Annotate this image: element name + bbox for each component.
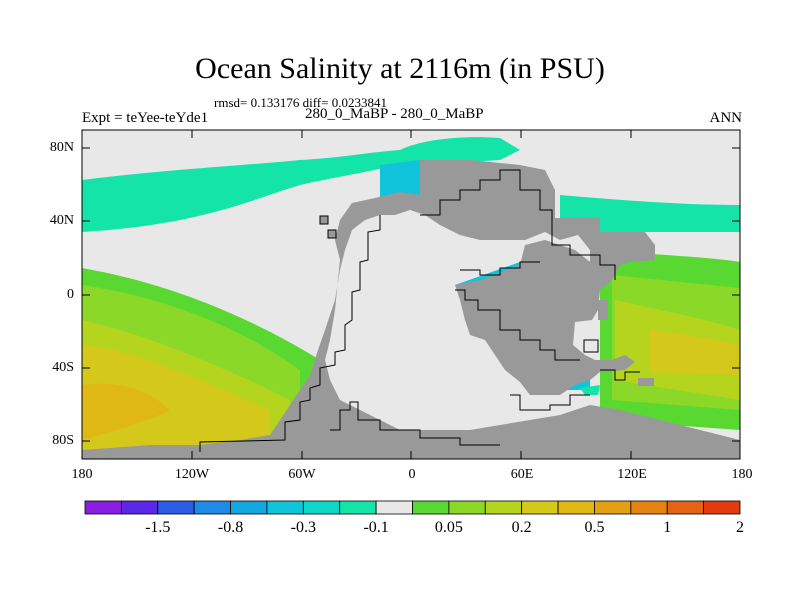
axis-ticks — [81, 130, 741, 459]
lat-tick-80s: 80S — [52, 433, 74, 448]
experiment-label: Expt = teYee-teYde1 — [82, 110, 209, 126]
lon-tick-180e: 180 — [731, 467, 753, 482]
land-island-3 — [598, 300, 608, 320]
coastline-west — [199, 215, 381, 452]
colorbar-swatch — [230, 500, 268, 515]
land-island-4 — [638, 378, 654, 386]
region-teal-northeast — [560, 195, 740, 232]
lon-tick-60e: 60E — [510, 467, 534, 482]
colorbar-label: 2 — [736, 519, 744, 536]
colorbar-swatch — [412, 500, 450, 515]
colorbar-label: 1 — [663, 519, 672, 536]
colorbar-swatch — [193, 500, 231, 515]
lat-tick-0: 0 — [67, 287, 74, 302]
land-island-1 — [320, 216, 328, 224]
region-teal-south — [580, 385, 600, 395]
coastline-east-islands — [600, 369, 640, 381]
region-teal-north-2 — [400, 137, 520, 165]
coastline-central-north — [460, 261, 540, 276]
period-label: 280_0_MaBP - 280_0_MaBP — [305, 106, 484, 122]
lat-tick-80n: 80N — [49, 140, 74, 155]
colorbar-swatch — [302, 500, 341, 515]
lon-tick-0: 0 — [408, 467, 416, 482]
region-teal-north — [82, 150, 420, 232]
lon-tick-120e: 120E — [617, 467, 647, 482]
coastline-southeast — [510, 394, 590, 411]
colorbar-swatch — [594, 500, 632, 515]
lat-tick-40n: 40N — [49, 213, 74, 228]
coastline-south — [330, 401, 500, 446]
lon-tick-60w: 60W — [288, 467, 316, 482]
region-gold-south — [82, 383, 170, 440]
season-label: ANN — [709, 110, 743, 126]
region-yellow-east — [650, 330, 740, 375]
colorbar-swatch — [557, 500, 595, 515]
colorbar-label: -0.1 — [363, 519, 389, 536]
coastline-island — [583, 339, 599, 353]
coastline-central-south — [455, 289, 580, 361]
coastline-north — [420, 169, 616, 280]
lat-tick-40s: 40S — [52, 360, 74, 375]
colorbar-label: -1.5 — [145, 519, 171, 536]
colorbar-swatch — [630, 500, 668, 515]
land-supercontinent — [82, 160, 740, 459]
colorbar-swatch — [703, 500, 741, 515]
lon-tick-180w: 180 — [71, 467, 93, 482]
map-field — [82, 130, 740, 459]
colorbar-swatch — [157, 500, 195, 515]
colorbar-swatch — [521, 500, 559, 515]
region-yellow-south — [82, 345, 270, 459]
lon-tick-120w: 120W — [174, 467, 210, 482]
chart-subtitle: rmsd= 0.133176 diff= 0.0233841 — [214, 95, 387, 110]
coastline-islet-2 — [327, 229, 337, 239]
chart-title: Ocean Salinity at 2116m (in PSU) — [195, 52, 605, 85]
colorbar — [84, 500, 741, 515]
colorbar-label: 0.5 — [584, 519, 605, 536]
colorbar-swatch — [666, 500, 705, 515]
colorbar-swatch — [375, 500, 413, 515]
colorbar-label: 0.05 — [434, 519, 463, 536]
colorbar-swatch — [484, 500, 523, 515]
colorbar-swatch — [339, 500, 377, 515]
coastlines — [199, 169, 640, 452]
colorbar-swatch — [448, 500, 486, 515]
colorbar-label: -0.3 — [290, 519, 316, 536]
colorbar-swatch — [120, 500, 159, 515]
land-island-2 — [328, 230, 336, 238]
colorbar-label: 0.2 — [511, 519, 532, 536]
coastline-islet-1 — [319, 215, 329, 225]
colorbar-label: -0.8 — [217, 519, 244, 536]
colorbar-swatch — [84, 500, 122, 515]
colorbar-swatch — [266, 500, 304, 515]
